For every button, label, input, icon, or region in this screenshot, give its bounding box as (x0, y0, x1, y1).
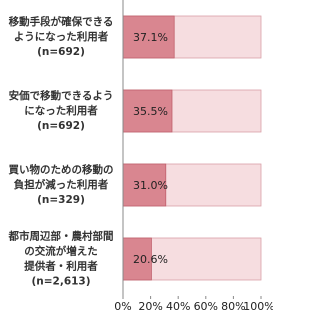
category-label: ようになった利用者 (14, 30, 109, 43)
category-label: (n=2,613) (31, 276, 90, 288)
category-label: の交流が増えた (24, 245, 98, 258)
bar (122, 89, 173, 133)
category-label: 安価で移動できるよう (9, 89, 114, 102)
category-label: 移動手段が確保できる (9, 15, 114, 28)
x-tick-label: 100% (243, 300, 273, 313)
category-label: になった利用者 (24, 104, 98, 117)
category-label: 負担が減った利用者 (14, 178, 109, 191)
category-label: (n=329) (37, 194, 85, 206)
category-label: 都市周辺部・農村部間 (8, 230, 114, 243)
x-tick-label: 60% (194, 300, 218, 313)
category-label: 提供者・利用者 (24, 260, 98, 273)
value-label: 20.6% (133, 253, 168, 266)
category-label: (n=692) (37, 120, 85, 132)
x-tick-label: 80% (221, 300, 245, 313)
x-tick-label: 40% (166, 300, 190, 313)
value-label: 37.1% (133, 31, 168, 44)
category-label: 買い物のための移動の (9, 163, 114, 176)
category-label: (n=692) (37, 46, 85, 58)
x-tick-label: 0% (114, 300, 131, 313)
x-tick-label: 20% (138, 300, 162, 313)
value-label: 35.5% (133, 105, 168, 118)
bar (122, 15, 175, 59)
value-label: 31.0% (133, 179, 168, 192)
